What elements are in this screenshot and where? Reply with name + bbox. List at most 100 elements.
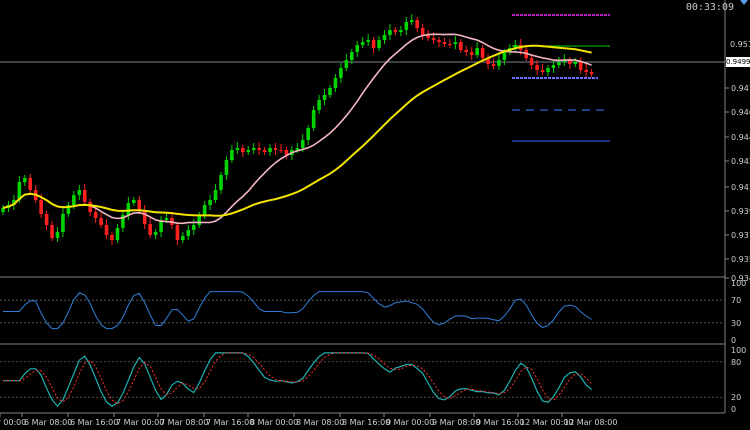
- candle-body: [77, 190, 82, 195]
- candle-body: [300, 140, 305, 148]
- candle-body: [513, 45, 518, 48]
- candle-body: [535, 65, 539, 70]
- time-label: 9 Mar 00:00: [386, 418, 434, 427]
- price-label: 0.9427: [731, 157, 750, 166]
- candle-body: [262, 150, 267, 152]
- candle-body: [415, 20, 419, 28]
- stoch-main-line: [3, 352, 592, 408]
- moving-averages: [2, 33, 592, 225]
- ma-fast-line: [2, 33, 592, 225]
- candle-body: [235, 148, 240, 150]
- candle-body: [333, 78, 338, 88]
- time-label: 12 Mar 08:00: [564, 418, 617, 427]
- candle-body: [475, 48, 479, 55]
- candle-body: [431, 38, 436, 40]
- candle-body: [126, 203, 131, 215]
- candle-body: [409, 20, 414, 22]
- candle-body: [360, 42, 365, 45]
- time-label: 9 Mar 16:00: [476, 418, 524, 427]
- candle-body: [142, 210, 147, 224]
- rsi-level-label: 100: [731, 279, 746, 288]
- time-scale: 6 Mar 00:006 Mar 08:006 Mar 16:007 Mar 0…: [0, 413, 617, 427]
- candle-body: [546, 68, 550, 72]
- candle-body: [17, 182, 22, 200]
- candle-body: [350, 52, 354, 60]
- candle-body: [437, 40, 441, 42]
- time-label: 6 Mar 00:00: [0, 418, 26, 427]
- price-label: 0.9393: [731, 207, 750, 216]
- candle-body: [1, 208, 5, 212]
- candle-body: [551, 65, 556, 68]
- candle-body: [322, 95, 327, 100]
- rsi-indicator: 100 70 30 0: [0, 279, 746, 345]
- candle-body: [28, 178, 33, 190]
- candle-body: [82, 190, 87, 202]
- candle-body: [573, 62, 578, 64]
- candle-body: [99, 218, 103, 225]
- candle-body: [88, 202, 92, 212]
- time-label: 7 Mar 08:00: [160, 418, 208, 427]
- candle-body: [502, 52, 507, 60]
- price-label: 0.9359: [731, 255, 750, 264]
- candle-body: [540, 70, 545, 72]
- candle-body: [23, 178, 27, 182]
- candle-body: [39, 200, 43, 214]
- candle-body: [72, 195, 76, 205]
- chart-frame: [0, 0, 726, 414]
- candle-body: [420, 28, 425, 35]
- candle-body: [464, 50, 469, 52]
- candle-body: [257, 148, 261, 150]
- candle-body: [224, 160, 229, 175]
- candle-body: [469, 52, 474, 55]
- candle-body: [186, 230, 191, 236]
- time-label: 6 Mar 16:00: [70, 418, 118, 427]
- candle-body: [153, 232, 158, 235]
- candle-body: [557, 62, 561, 65]
- time-label: 7 Mar 00:00: [116, 418, 164, 427]
- candle-body: [344, 60, 349, 68]
- scroll-marker-icon[interactable]: [740, 0, 748, 5]
- candle-body: [426, 35, 430, 38]
- candle-body: [93, 212, 98, 218]
- current-price-tag: 0.9499: [726, 57, 750, 67]
- time-label: 12 Mar 00:00: [520, 418, 573, 427]
- candle-body: [366, 40, 370, 42]
- candle-body: [388, 30, 392, 35]
- candle-body: [578, 62, 583, 70]
- candle-body: [219, 175, 223, 190]
- candle-body: [529, 58, 534, 65]
- candle-body: [164, 218, 169, 220]
- candle-body: [137, 200, 142, 210]
- stoch-level-label: 20: [731, 393, 741, 402]
- candle-timer: 00:33:09: [685, 2, 734, 13]
- time-label: 7 Mar 16:00: [206, 418, 254, 427]
- time-label: 8 Mar 16:00: [342, 418, 390, 427]
- rsi-level-label: 70: [731, 296, 741, 305]
- candle-body: [486, 58, 490, 64]
- candle-body: [246, 150, 251, 152]
- stoch-level-label: 80: [731, 358, 741, 367]
- price-label: 0.9478: [731, 84, 750, 93]
- price-label: 0.9342: [731, 274, 750, 283]
- candle-body: [377, 40, 381, 48]
- price-label: 0.9461: [731, 108, 750, 117]
- candle-body: [181, 236, 185, 240]
- candle-body: [132, 200, 136, 203]
- candle-body: [589, 72, 594, 74]
- candle-body: [61, 214, 65, 232]
- candle-body: [399, 30, 403, 32]
- time-label: 6 Mar 08:00: [24, 418, 72, 427]
- stoch-level-label: 100: [731, 346, 746, 355]
- stoch-signal-line: [3, 352, 592, 405]
- candle-body: [497, 60, 501, 66]
- candle-body: [208, 200, 212, 205]
- time-label: 8 Mar 00:00: [250, 418, 298, 427]
- rsi-line: [3, 291, 592, 330]
- time-label: 8 Mar 08:00: [296, 418, 344, 427]
- candle-body: [317, 100, 321, 110]
- candle-body: [568, 60, 572, 64]
- candle-body: [453, 42, 458, 44]
- candle-body: [273, 148, 278, 150]
- candle-body: [251, 148, 256, 150]
